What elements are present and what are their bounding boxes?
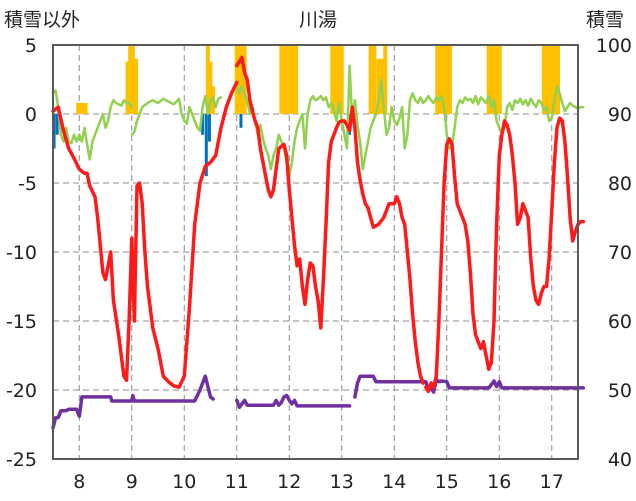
series-line-temperature: [235, 55, 425, 385]
precip-bar-orange: [83, 102, 88, 114]
precip-bar-orange: [336, 45, 341, 114]
x-tick-label: 13: [330, 471, 354, 493]
x-tick-label: 14: [382, 471, 406, 493]
x-tick-label: 9: [126, 471, 138, 493]
y1-tick-label: -20: [6, 380, 37, 402]
precip-bar-orange: [290, 45, 295, 114]
y2-tick-label: 70: [608, 242, 632, 264]
precip-bar-blue: [55, 114, 59, 135]
precip-bar-orange: [286, 45, 291, 114]
precip-bar-orange: [486, 45, 491, 114]
y1-tick-label: -10: [6, 242, 37, 264]
precip-bar-blue: [52, 114, 56, 149]
series-line-snow_depth: [235, 393, 352, 410]
x-tick-label: 8: [73, 471, 85, 493]
y1-tick-label: 5: [25, 35, 37, 57]
y1-tick-label: 0: [25, 104, 37, 126]
y2-tick-labels: 100 90 80 70 60 50 40: [596, 35, 632, 471]
precip-bar-orange: [279, 45, 284, 114]
y2-tick-label: 80: [608, 173, 632, 195]
y2-tick-label: 50: [608, 380, 632, 402]
precip-bar-blue: [239, 114, 243, 128]
precip-bar-orange: [294, 45, 299, 114]
precip-bar-orange: [76, 102, 81, 114]
precip-bar-orange: [128, 45, 133, 114]
x-tick-label: 16: [487, 471, 511, 493]
y2-tick-label: 40: [608, 449, 632, 471]
plot-frame: [52, 44, 579, 460]
y2-tick-label: 90: [608, 104, 632, 126]
precip-bar-orange: [234, 45, 239, 114]
x-tick-label: 10: [172, 471, 196, 493]
precip-bar-orange: [339, 45, 344, 114]
precip-bar-orange: [552, 45, 557, 114]
series-line-humidity_like: [235, 64, 585, 178]
y1-tick-label: -25: [6, 449, 37, 471]
precip-bar-orange: [79, 102, 84, 114]
precip-bar-orange: [133, 58, 138, 114]
precip-bar-orange: [240, 45, 244, 114]
precip-bar-orange: [447, 45, 452, 114]
precip-bar-orange: [494, 45, 499, 114]
precip-bar-orange: [383, 45, 388, 114]
series-line-snow_depth: [353, 374, 586, 399]
y2-tick-label: 60: [608, 311, 632, 333]
y1-tick-labels: 5 0 -5 -10 -15 -20 -25: [6, 35, 37, 471]
precip-bar-orange: [283, 45, 288, 114]
precip-bar-orange: [545, 45, 550, 114]
y2-axis-title: 積雪: [586, 9, 624, 31]
series-line-snow_depth: [51, 374, 215, 430]
precip-bar-orange: [125, 61, 130, 114]
precip-bar-orange: [441, 45, 446, 114]
x-tick-labels: 8 9 10 11 12 13 14 15 16 17: [73, 471, 564, 493]
precip-bar-orange: [242, 45, 247, 114]
series-lines: [51, 55, 586, 430]
x-tick-label: 15: [435, 471, 459, 493]
x-tick-label: 17: [540, 471, 564, 493]
series-line-humidity_like: [51, 89, 134, 161]
precip-bar-blue: [207, 114, 211, 142]
precip-bar-orange: [372, 45, 377, 114]
precip-bar-orange: [497, 45, 502, 114]
y1-tick-label: -5: [18, 173, 37, 195]
y1-axis-title: 積雪以外: [4, 9, 80, 31]
precip-bar-blue: [204, 114, 208, 177]
precip-bar-orange: [237, 45, 242, 114]
precip-bar-orange: [556, 45, 561, 114]
precip-bar-orange: [444, 45, 449, 114]
x-tick-label: 11: [225, 471, 249, 493]
precipitation-bars: [52, 45, 561, 177]
precip-bar-orange: [333, 45, 338, 114]
precip-bar-orange: [368, 45, 373, 114]
precip-bar-orange: [490, 45, 495, 114]
precip-bar-orange: [541, 45, 546, 114]
precip-bar-orange: [205, 45, 210, 114]
y1-tick-label: -15: [6, 311, 37, 333]
precip-bar-orange: [376, 58, 381, 114]
precip-bar-orange: [208, 61, 213, 114]
precip-bar-orange: [330, 45, 335, 114]
series-line-temperature: [51, 80, 239, 389]
y2-tick-label: 100: [596, 35, 632, 57]
series-line-humidity_like: [130, 94, 223, 136]
x-tick-label: 12: [277, 471, 301, 493]
precip-bar-orange: [438, 45, 443, 114]
series-line-temperature: [424, 116, 586, 394]
precip-bar-orange: [549, 45, 554, 114]
grid-lines: [53, 45, 578, 459]
precip-bar-blue: [201, 114, 205, 135]
precip-bar-orange: [130, 45, 135, 114]
precip-bar-orange: [435, 45, 440, 114]
chart-title: 川湯: [299, 9, 337, 31]
